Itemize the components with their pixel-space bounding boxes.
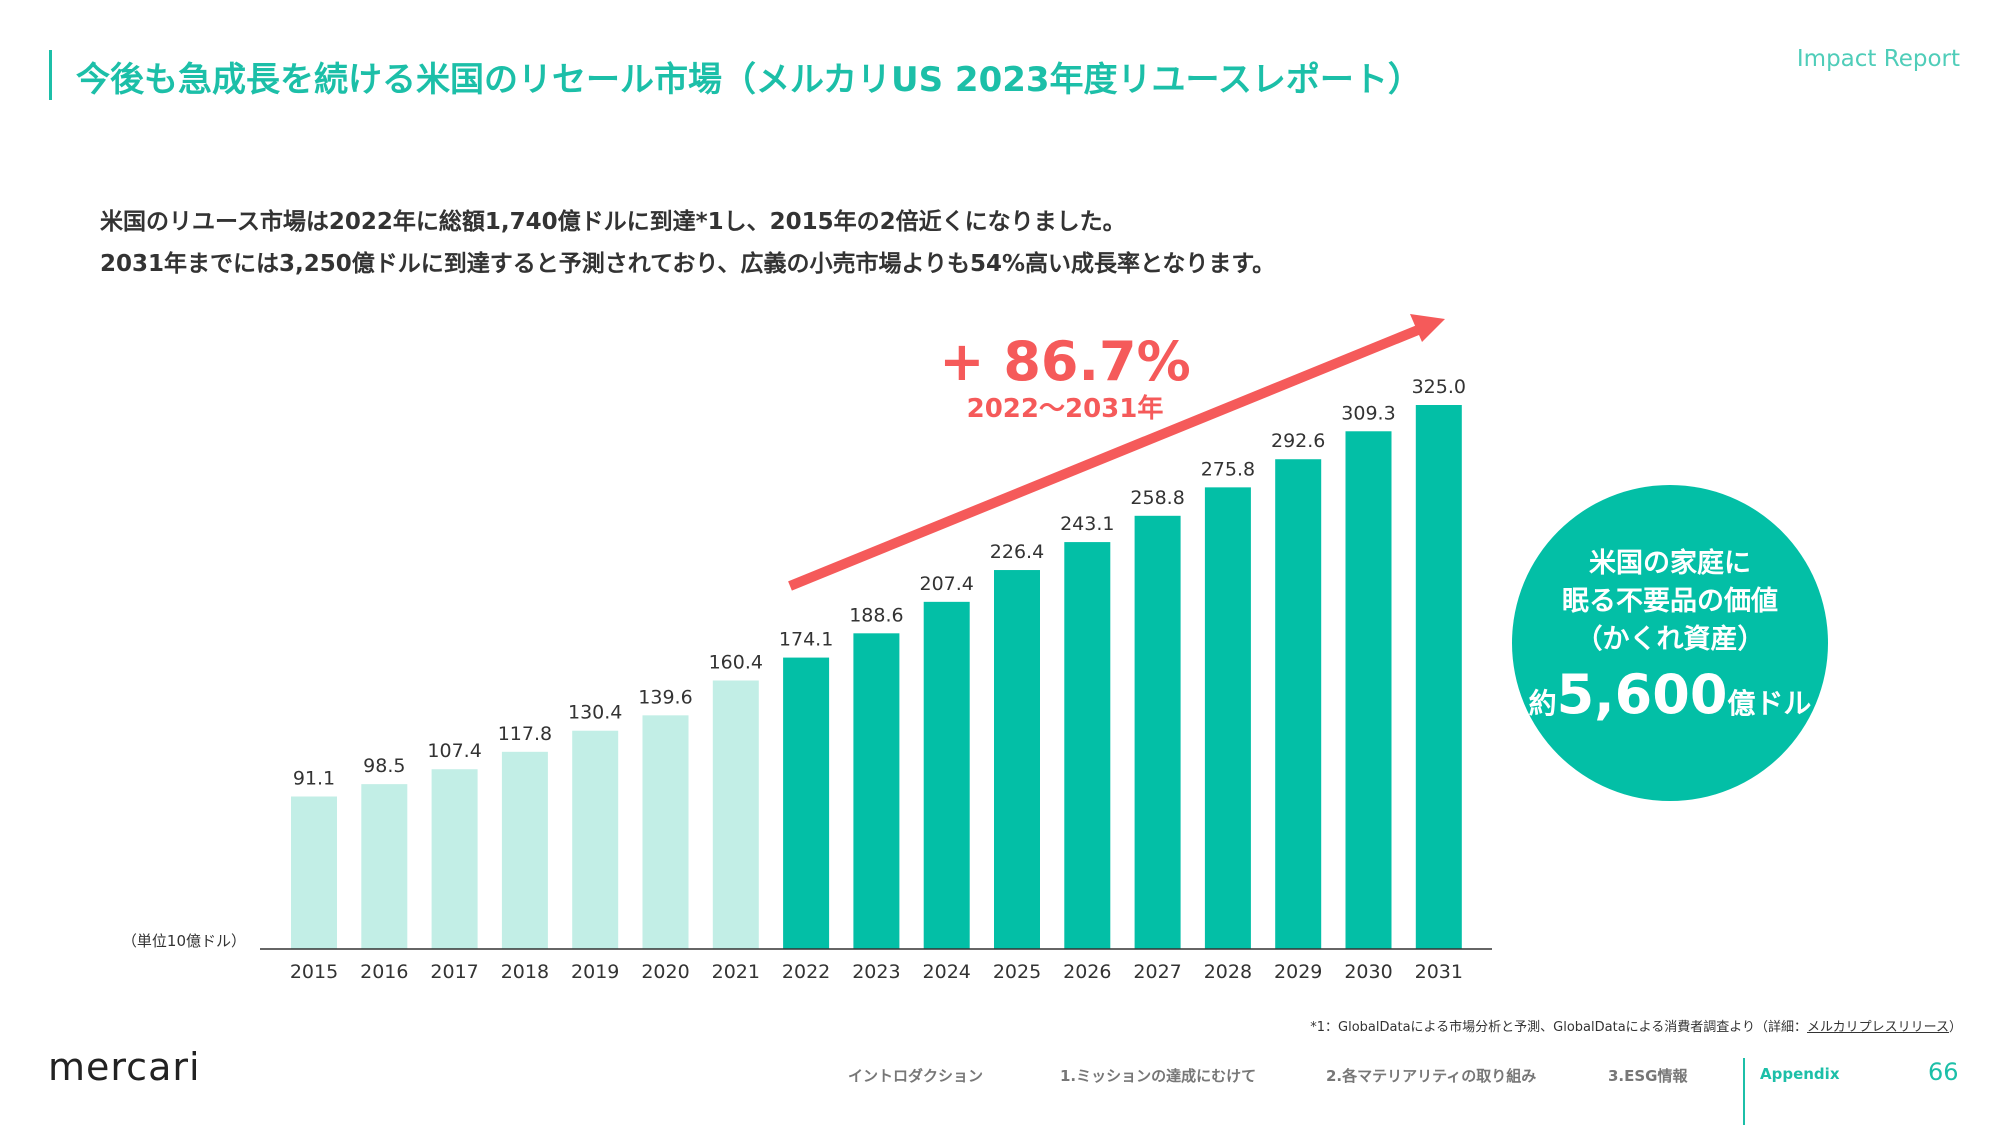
data-label: 139.6 [638,686,692,708]
bar [1275,459,1322,949]
x-tick-label: 2017 [430,961,478,983]
y-unit-label: （単位10億ドル） [122,932,246,950]
data-label: 258.8 [1130,487,1184,509]
press-release-link[interactable]: メルカリプレスリリース [1807,1020,1949,1035]
callout-line: 米国の家庭に [1589,548,1751,579]
callout-unit: 億ドル [1727,687,1812,720]
x-tick-label: 2022 [782,961,830,983]
x-tick-label: 2028 [1204,961,1252,983]
nav-esg[interactable]: 3.ESG情報 [1608,1067,1688,1085]
data-label: 325.0 [1412,376,1466,398]
x-tick-label: 2026 [1063,961,1111,983]
x-tick-label: 2016 [360,961,408,983]
callout-amount: 5,600 [1556,663,1728,726]
page-number: 66 [1928,1058,1959,1086]
bar [712,680,759,949]
growth-arrow [788,325,1420,591]
nav-divider [1743,1058,1745,1125]
x-tick-label: 2030 [1344,961,1392,983]
x-tick-label: 2021 [712,961,760,983]
bar [642,715,689,949]
bar [361,784,408,949]
bar [291,796,337,949]
growth-period: 2022〜2031年 [967,393,1164,424]
hidden-assets-callout: 米国の家庭に 眠る不要品の価値 （かくれ資産） 約5,600億ドル [1512,485,1828,801]
data-label: 275.8 [1201,458,1255,480]
data-label: 174.1 [779,629,833,651]
data-label: 226.4 [990,541,1044,563]
data-label: 98.5 [363,755,405,777]
x-tick-label: 2020 [641,961,689,983]
page-title: 今後も急成長を続ける米国のリセール市場（メルカリUS 2023年度リユースレポー… [76,60,1422,100]
callout-prefix: 約 [1528,687,1557,720]
x-tick-label: 2018 [501,961,549,983]
data-label: 160.4 [709,652,763,674]
data-label: 292.6 [1271,430,1325,452]
nav-mission[interactable]: 1.ミッションの達成にむけて [1060,1067,1257,1085]
data-label: 117.8 [498,723,552,745]
mercari-logo[interactable]: mercari [48,1045,201,1089]
bar [431,769,478,949]
callout-line: （かくれ資産） [1575,624,1765,655]
growth-arrowhead [1410,314,1445,342]
nav-appendix[interactable]: Appendix [1760,1065,1840,1083]
bar-chart: 91.1 2015 98.5 2016 107.4 2017 117.8 2018 130.4 2… [122,314,1492,983]
bar [1204,487,1251,949]
x-tick-label: 2031 [1415,961,1463,983]
data-label: 188.6 [849,604,903,626]
growth-rate: + 86.7% [939,330,1190,393]
bar [783,657,830,949]
nav-materiality[interactable]: 2.各マテリアリティの取り組み [1326,1067,1537,1085]
bar [923,601,970,949]
x-tick-label: 2029 [1274,961,1322,983]
lead-line-1: 米国のリユース市場は2022年に総額1,740億ドルに到達*1し、2015年の2… [100,209,1126,235]
x-tick-label: 2023 [852,961,900,983]
bar [853,633,900,949]
bar [1345,431,1392,949]
nav-intro[interactable]: イントロダクション [848,1067,984,1085]
data-label: 243.1 [1060,513,1114,535]
data-label: 130.4 [568,702,622,724]
footnote-close: ） [1948,1020,1962,1035]
x-tick-label: 2025 [993,961,1041,983]
bar [994,570,1040,949]
data-label: 107.4 [427,740,481,762]
bar [1064,542,1111,949]
bar [1415,405,1462,949]
x-tick-label: 2024 [923,961,971,983]
bar [501,751,548,949]
callout-line: 眠る不要品の価値 [1562,586,1778,617]
data-label: 91.1 [293,768,335,790]
data-label: 207.4 [919,573,973,595]
data-label: 309.3 [1341,402,1395,424]
lead-line-2: 2031年までには3,250億ドルに到達すると予測されており、広義の小売市場より… [100,251,1276,277]
x-tick-label: 2015 [290,961,338,983]
title-accent-bar [49,50,52,100]
bar [572,730,619,949]
footnote-text: *1：GlobalDataによる市場分析と予測、GlobalDataによる消費者… [1310,1020,1808,1035]
report-label: Impact Report [1796,46,1960,72]
x-tick-label: 2019 [571,961,619,983]
x-tick-label: 2027 [1133,961,1181,983]
bar [1134,515,1181,949]
footnote: *1：GlobalDataによる市場分析と予測、GlobalDataによる消費者… [1310,1016,1962,1035]
